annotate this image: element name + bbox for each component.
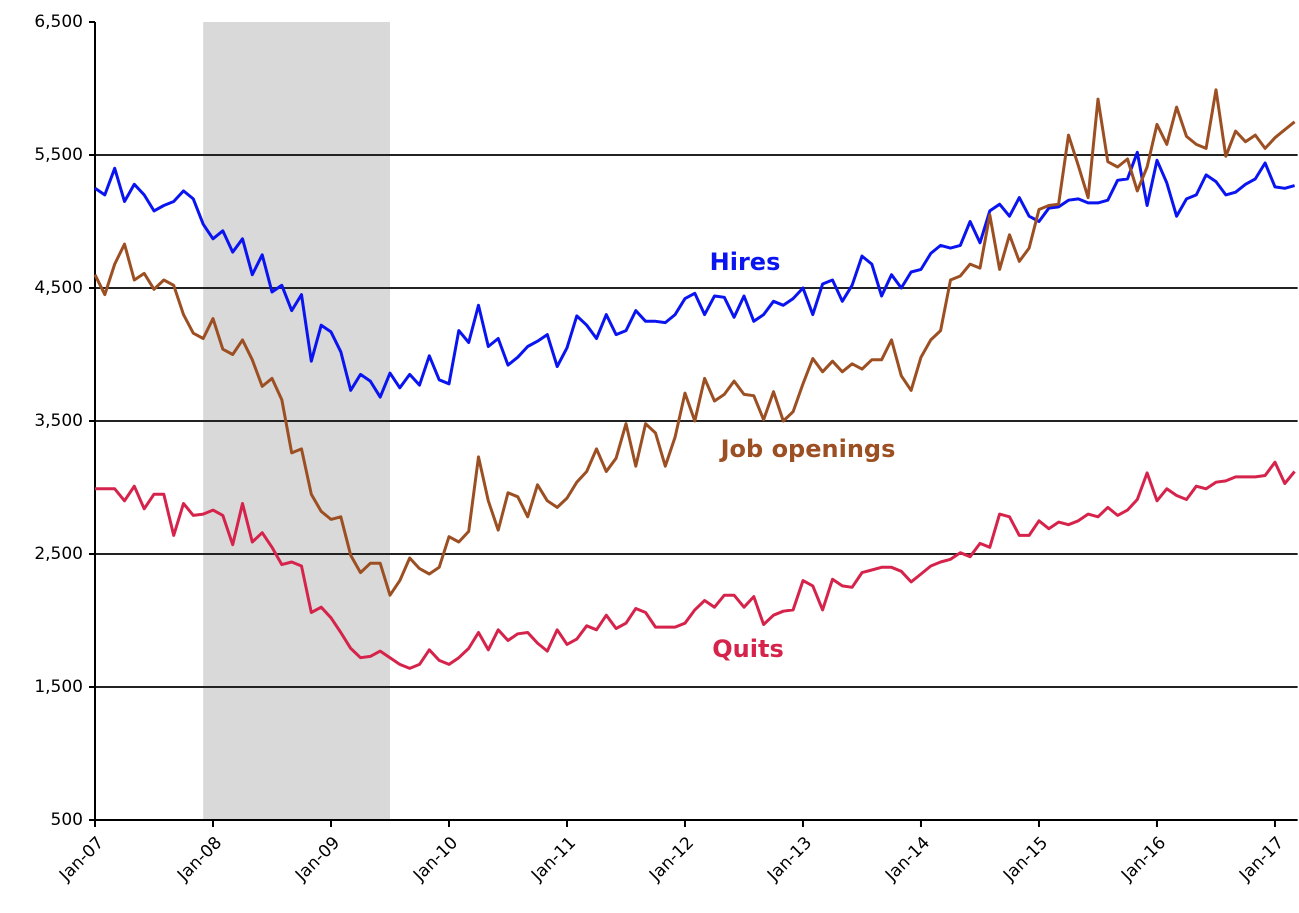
x-tick-label: Jan-13 xyxy=(763,833,816,886)
series-label: Quits xyxy=(712,635,783,663)
x-tick-label: Jan-14 xyxy=(881,833,934,886)
y-tick-label: 1,500 xyxy=(34,677,83,697)
y-tick-label: 500 xyxy=(51,810,83,830)
series-line xyxy=(94,150,1295,399)
series-line xyxy=(95,460,1296,670)
y-tick-label: 3,500 xyxy=(34,411,83,431)
x-tick-label: Jan-11 xyxy=(527,833,580,886)
x-tick-label: Jan-07 xyxy=(55,833,108,886)
x-tick-label: Jan-15 xyxy=(999,833,1052,886)
series-label: Job openings xyxy=(719,435,896,463)
y-tick-label: 2,500 xyxy=(34,544,83,564)
x-tick-label: Jan-10 xyxy=(409,833,462,886)
y-tick-label: 4,500 xyxy=(34,278,83,298)
x-tick-label: Jan-09 xyxy=(291,833,344,886)
y-tick-label: 5,500 xyxy=(34,145,83,165)
x-tick-label: Jan-17 xyxy=(1235,833,1288,886)
x-tick-label: Jan-08 xyxy=(173,833,226,886)
x-tick-label: Jan-12 xyxy=(645,833,698,886)
y-tick-label: 6,500 xyxy=(34,12,83,32)
series-line xyxy=(93,88,1296,597)
series-label: Hires xyxy=(710,248,781,276)
x-tick-label: Jan-16 xyxy=(1117,833,1170,886)
